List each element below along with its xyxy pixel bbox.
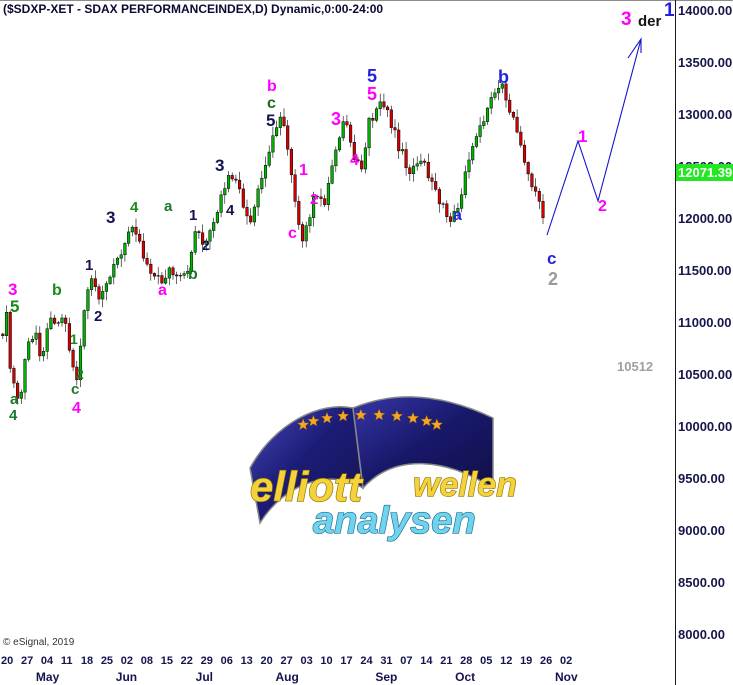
svg-text:wellen: wellen bbox=[413, 466, 517, 504]
svg-text:analysen: analysen bbox=[313, 500, 476, 542]
